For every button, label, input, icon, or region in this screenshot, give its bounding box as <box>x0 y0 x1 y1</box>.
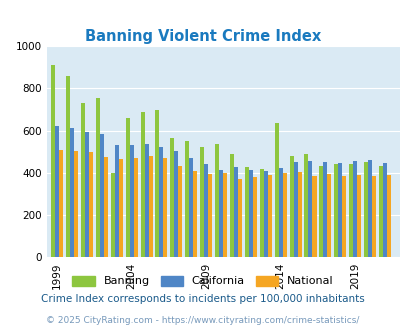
Bar <box>100 134 104 257</box>
Bar <box>215 145 219 257</box>
Bar <box>244 167 248 257</box>
Bar <box>248 170 252 257</box>
Bar <box>378 166 382 257</box>
Bar <box>178 166 182 257</box>
Legend: Banning, California, National: Banning, California, National <box>68 271 337 291</box>
Bar <box>89 152 93 257</box>
Bar <box>193 171 197 257</box>
Bar <box>337 163 341 257</box>
Bar <box>312 176 316 257</box>
Bar <box>118 159 122 257</box>
Bar <box>352 161 356 257</box>
Bar <box>278 168 282 257</box>
Bar <box>341 176 345 257</box>
Bar <box>200 147 204 257</box>
Bar <box>386 175 390 257</box>
Bar <box>297 172 301 257</box>
Bar <box>96 98 100 257</box>
Bar <box>263 171 267 257</box>
Bar <box>163 158 167 257</box>
Bar <box>170 138 174 257</box>
Bar <box>85 132 89 257</box>
Bar <box>59 150 63 257</box>
Bar <box>111 173 115 257</box>
Bar <box>208 174 212 257</box>
Bar <box>174 151 178 257</box>
Bar <box>66 76 70 257</box>
Bar <box>348 164 352 257</box>
Bar <box>144 145 148 257</box>
Bar <box>74 151 78 257</box>
Bar <box>115 146 118 257</box>
Bar <box>219 170 222 257</box>
Bar <box>267 175 271 257</box>
Bar <box>125 118 129 257</box>
Bar <box>382 163 386 257</box>
Bar <box>129 146 133 257</box>
Bar <box>363 162 367 257</box>
Bar <box>229 154 233 257</box>
Bar <box>326 174 330 257</box>
Bar <box>304 154 308 257</box>
Text: Banning Violent Crime Index: Banning Violent Crime Index <box>85 29 320 44</box>
Bar <box>148 156 152 257</box>
Bar <box>133 158 137 257</box>
Bar <box>51 65 55 257</box>
Bar <box>371 176 375 257</box>
Bar <box>204 164 208 257</box>
Text: Crime Index corresponds to incidents per 100,000 inhabitants: Crime Index corresponds to incidents per… <box>41 294 364 304</box>
Bar <box>233 167 237 257</box>
Bar <box>274 123 278 257</box>
Bar <box>367 160 371 257</box>
Bar <box>155 110 159 257</box>
Bar <box>237 179 241 257</box>
Bar <box>333 164 337 257</box>
Bar <box>185 141 189 257</box>
Bar <box>252 177 256 257</box>
Bar <box>189 158 193 257</box>
Bar <box>356 175 360 257</box>
Bar <box>289 156 293 257</box>
Bar <box>70 127 74 257</box>
Text: © 2025 CityRating.com - https://www.cityrating.com/crime-statistics/: © 2025 CityRating.com - https://www.city… <box>46 316 359 325</box>
Bar <box>308 161 312 257</box>
Bar <box>282 173 286 257</box>
Bar <box>323 162 326 257</box>
Bar <box>81 103 85 257</box>
Bar <box>159 147 163 257</box>
Bar <box>222 173 226 257</box>
Bar <box>55 126 59 257</box>
Bar <box>140 112 144 257</box>
Bar <box>319 166 323 257</box>
Bar <box>104 157 108 257</box>
Bar <box>259 169 263 257</box>
Bar <box>293 162 297 257</box>
